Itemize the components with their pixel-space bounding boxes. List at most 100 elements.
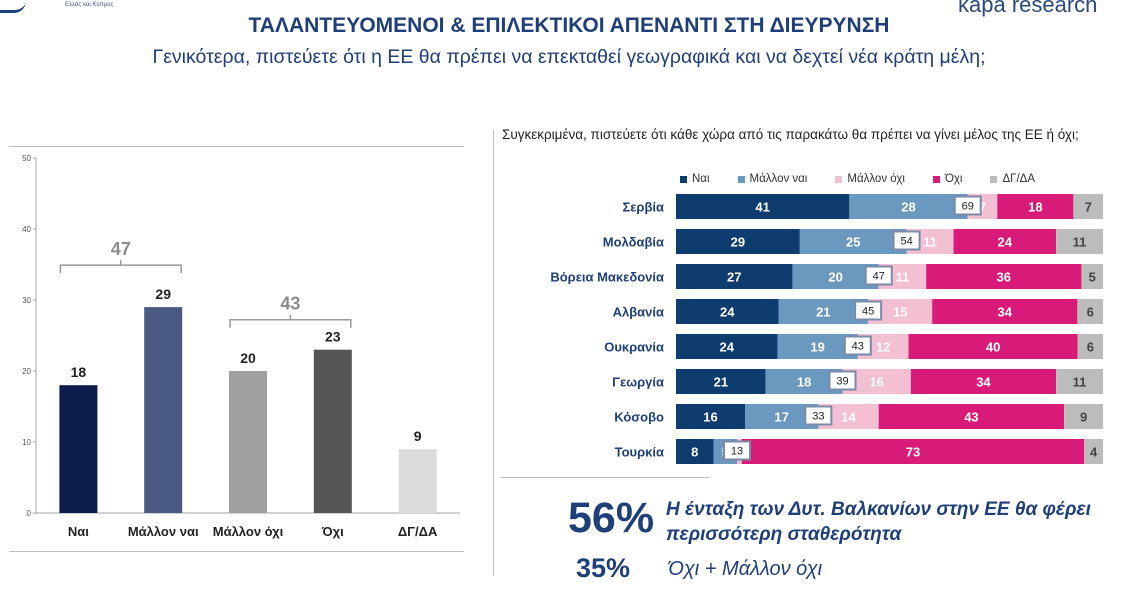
- segment-1: [778, 299, 869, 324]
- segment-4: [1073, 194, 1103, 219]
- legend-label: Μάλλον ναι: [749, 173, 808, 185]
- segment-value: 6: [1087, 305, 1094, 320]
- legend-swatch: [737, 175, 745, 183]
- page-subtitle: Γενικότερα, πιστεύετε ότι η ΕΕ θα πρέπει…: [152, 46, 986, 68]
- segment-value: 21: [714, 375, 728, 390]
- segment-value: 36: [997, 270, 1011, 285]
- segment-4: [1084, 439, 1103, 464]
- bar-value-label: 29: [155, 286, 171, 302]
- yes-total-box: [953, 195, 982, 216]
- segment-value: 34: [998, 305, 1013, 320]
- row-label: Κόσοβο: [614, 410, 664, 425]
- segment-0: [676, 404, 746, 429]
- legend-item: ΔΓ/ΔΑ: [990, 173, 1035, 185]
- legend-item: Μάλλον όχι: [835, 173, 905, 185]
- segment-value: 24: [719, 340, 734, 355]
- segment-1: [799, 229, 907, 254]
- yes-total-label: 45: [862, 306, 874, 318]
- legend-item: Μάλλον ναι: [737, 173, 808, 185]
- segment-value: 18: [1028, 200, 1042, 215]
- highlight-percent-2: 35%: [576, 553, 631, 583]
- yes-total-box: [892, 230, 921, 251]
- segment-0: [676, 334, 778, 359]
- left-logo-subtitle: Ελλάς και Κύπρος: [65, 2, 114, 8]
- yes-total-label: 33: [812, 411, 824, 423]
- left-chart-frame: [9, 146, 464, 552]
- row-label: Σερβία: [622, 200, 664, 215]
- category-label: Μάλλον όχι: [213, 524, 284, 539]
- highlight-text-1: Η ένταξη των Δυτ. Βαλκανίων στην ΕΕ θα φ…: [666, 499, 1091, 545]
- y-tick-label: 40: [22, 225, 31, 234]
- y-tick-label: 30: [22, 296, 31, 305]
- legend-swatch: [835, 175, 843, 183]
- segment-value: 19: [810, 340, 824, 355]
- bar-value-label: 18: [71, 364, 87, 380]
- segment-value: 24: [998, 235, 1013, 250]
- category-label: Ναι: [68, 524, 89, 539]
- group-total-label: 47: [111, 239, 131, 259]
- segment-value: 40: [986, 340, 1000, 355]
- segment-value: 34: [976, 375, 991, 390]
- segment-value: 18: [797, 375, 811, 390]
- segment-value: 28: [901, 200, 915, 215]
- segment-value: 11: [896, 270, 910, 285]
- segment-3: [953, 229, 1057, 254]
- row-label: Αλβανία: [613, 305, 664, 320]
- segment-value: 16: [703, 410, 717, 425]
- segment-value: 73: [906, 445, 920, 460]
- segment-3: [932, 299, 1078, 324]
- bar-3: [313, 349, 352, 513]
- yes-total-label: 69: [962, 201, 974, 213]
- segment-value: 12: [876, 340, 890, 355]
- row-label: Τουρκία: [615, 445, 664, 460]
- segment-1: [849, 194, 968, 219]
- yes-total-box: [843, 335, 872, 356]
- country-question: Συγκεκριμένα, πιστεύετε ότι κάθε χώρα απ…: [502, 127, 1079, 142]
- category-label: Μάλλον ναι: [128, 524, 199, 539]
- highlight-percent-1: 56%: [568, 494, 655, 542]
- segment-4: [1081, 264, 1103, 289]
- group-total-label: 43: [280, 294, 300, 314]
- yes-total-label: 47: [873, 271, 885, 283]
- yes-total-box: [723, 440, 751, 461]
- group-bracket: [229, 314, 352, 328]
- yes-total-box: [828, 370, 857, 391]
- category-label: Όχι: [321, 524, 344, 539]
- y-tick-label: 20: [22, 367, 31, 376]
- segment-value: 21: [816, 305, 830, 320]
- segment-3: [741, 439, 1085, 464]
- segment-value: 43: [964, 410, 978, 425]
- segment-value: 8: [691, 445, 698, 460]
- left-logo-icon: [0, 0, 26, 13]
- horizontal-divider: [500, 477, 710, 478]
- segment-value: 17: [774, 410, 788, 425]
- yes-total-box: [804, 405, 833, 426]
- segment-value: 29: [731, 235, 745, 250]
- page-title: ΤΑΛΑΝΤΕΥΟΜΕΝΟΙ & ΕΠΙΛΕΚΤΙΚΟΙ ΑΠΕΝΑΝΤΙ ΣΤ…: [248, 14, 890, 37]
- segment-3: [910, 369, 1057, 394]
- legend-swatch: [680, 175, 687, 183]
- yes-total-box: [854, 300, 883, 321]
- segment-3: [997, 194, 1074, 219]
- segment-value: 7: [1085, 200, 1092, 215]
- segment-1: [792, 264, 879, 289]
- segment-value: 11: [1073, 375, 1087, 390]
- legend-item: Ναι: [680, 173, 710, 185]
- legend-label: Ναι: [692, 173, 710, 185]
- segment-3: [926, 264, 1082, 289]
- segment-0: [676, 194, 850, 219]
- legend-swatch: [990, 175, 998, 183]
- segment-value: 20: [828, 270, 842, 285]
- yes-total-label: 39: [836, 376, 848, 388]
- highlight-text-2: Όχι + Μάλλον όχι: [668, 558, 823, 580]
- y-tick-label: 50: [22, 154, 31, 163]
- segment-3: [878, 404, 1065, 429]
- segment-value: 7: [979, 200, 986, 215]
- segment-0: [676, 229, 800, 254]
- right-logo: kapa research: [958, 0, 1098, 17]
- segment-4: [1077, 334, 1103, 359]
- bar-0: [59, 385, 98, 513]
- y-tick-label: 10: [22, 438, 31, 447]
- segment-0: [676, 299, 779, 324]
